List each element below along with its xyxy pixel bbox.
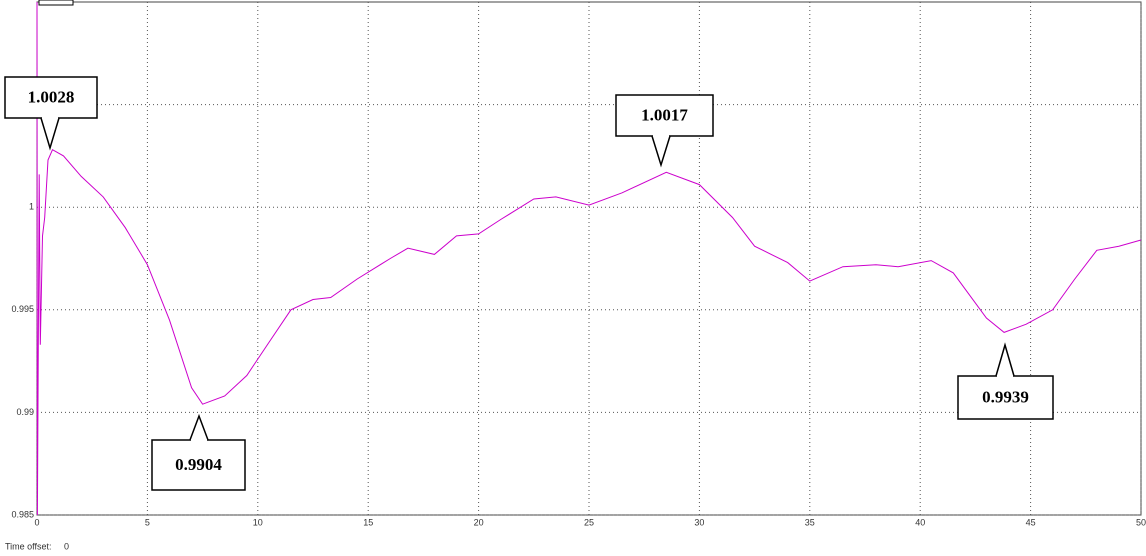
time-offset-label: Time offset:	[5, 541, 52, 551]
cursor-box	[38, 0, 74, 6]
x-tick-label: 0	[34, 517, 39, 527]
y-tick-label: 1	[29, 202, 34, 212]
x-tick-label: 5	[145, 517, 150, 527]
x-tick-label: 20	[474, 517, 484, 527]
callout-pointer	[651, 135, 671, 168]
x-tick-label: 40	[915, 517, 925, 527]
callout-box	[615, 94, 714, 137]
callout-label: 0.9904	[175, 455, 222, 474]
callout-box	[4, 76, 98, 119]
callout-box	[151, 439, 246, 491]
callout-pointer	[40, 117, 60, 151]
callout-label: 1.0017	[641, 105, 688, 124]
x-tick-label: 30	[694, 517, 704, 527]
x-tick-label: 45	[1026, 517, 1036, 527]
callout-pointer	[189, 413, 209, 441]
y-tick-label: 0.99	[16, 407, 34, 417]
callout-label: 1.0028	[28, 87, 75, 106]
callout-box	[957, 375, 1054, 420]
x-tick-label: 25	[584, 517, 594, 527]
x-tick-label: 15	[363, 517, 373, 527]
y-tick-label: 0.995	[11, 304, 34, 314]
callout-pointer	[995, 342, 1015, 377]
x-tick-label: 10	[253, 517, 263, 527]
x-tick-label: 35	[805, 517, 815, 527]
time-offset-value: 0	[64, 541, 69, 551]
line	[36, 1, 1142, 516]
x-tick-label: 50	[1136, 517, 1146, 527]
callout-label: 0.9939	[982, 387, 1029, 406]
y-tick-label: 0.985	[11, 509, 34, 519]
